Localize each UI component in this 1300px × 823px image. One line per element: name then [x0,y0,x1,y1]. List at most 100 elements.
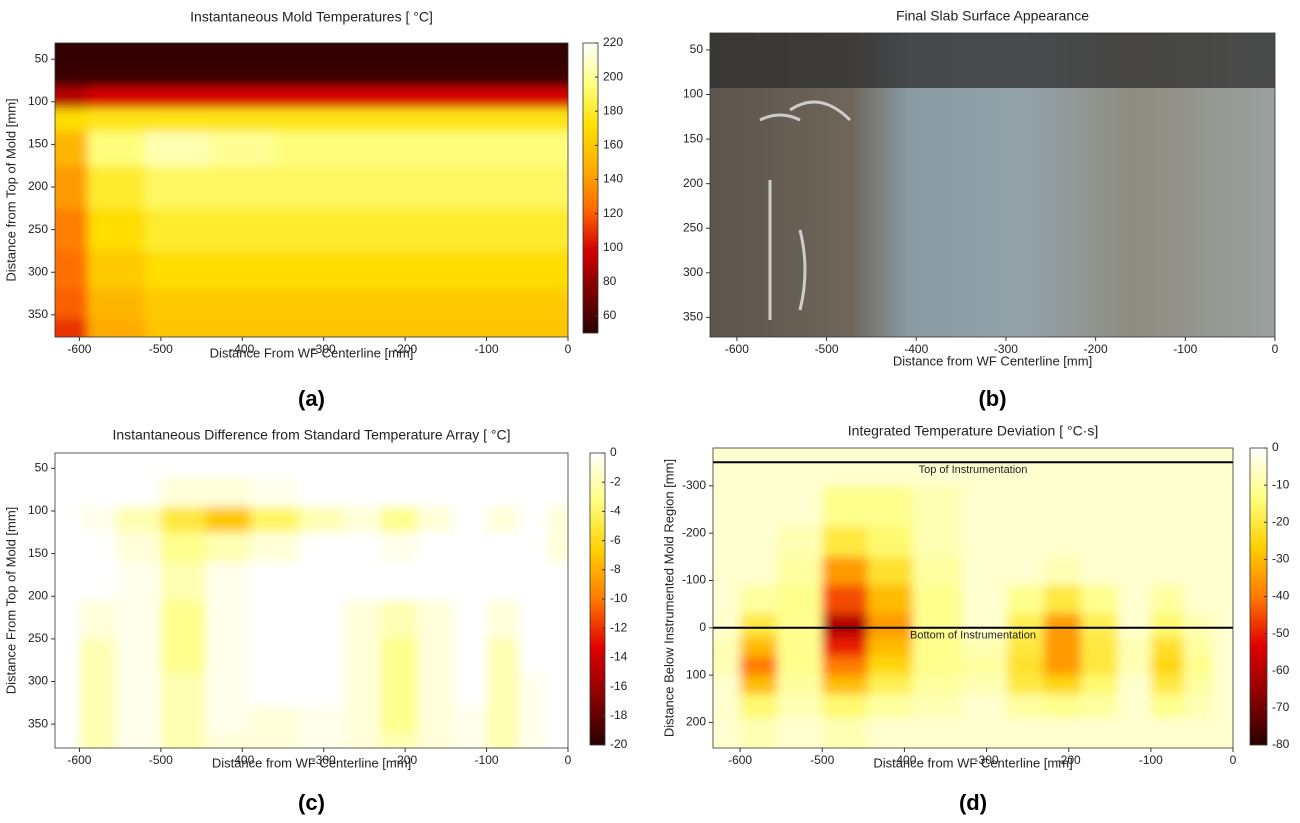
contour-cell [1117,526,1152,558]
contour-cell [1183,637,1213,657]
contour-cell [405,208,471,252]
contour-cell [1212,526,1233,558]
contour-cell [1212,656,1233,676]
contour-cell [1117,675,1152,695]
contour-cell [912,656,963,676]
contour-cell [340,108,406,133]
contour-cell [867,694,914,719]
contour-cell [961,556,1008,586]
contour-cell [205,453,251,478]
contour-cell [417,638,455,674]
x-tick-label: -200 [1084,342,1108,356]
colorbar-tick-label: -20 [610,737,628,751]
contour-cell [1044,656,1082,676]
y-tick-label: 350 [683,310,703,324]
contour-cell [417,506,455,533]
x-tick-label: -300 [312,342,336,356]
contour-cell [160,732,207,748]
contour-cell [1044,485,1082,527]
contour-cell [205,732,251,748]
contour-cell [405,289,471,320]
contour-cell [961,526,1008,558]
contour-cell [344,453,382,478]
contour-cell [1007,448,1045,487]
contour-cell [299,732,345,748]
contour-cell [250,672,300,708]
contour-cell [116,672,162,708]
contour-cell [1081,448,1119,487]
colorbar-tick-label: -20 [1272,514,1290,528]
contour-cell [274,319,341,337]
contour-cell [274,250,341,290]
contour-cell [144,165,211,209]
contour-cell [55,165,89,209]
contour-cell [79,453,117,478]
x-axis-label: Distance from WF Centerline [mm] [893,353,1092,368]
contour-cell [1150,694,1185,719]
contour-cell [777,613,823,638]
contour-cell [79,600,117,640]
contour-cell [547,732,568,748]
contour-cell [87,108,146,133]
y-tick-label: 150 [28,137,48,151]
contour-cell [205,562,251,601]
contour-cell [1007,656,1045,676]
contour-cell [87,208,146,252]
contour-cell [470,131,528,167]
contour-cell [380,600,418,640]
colorbar-tick-label: -10 [610,591,628,605]
contour-cell [822,485,868,527]
contour-cell [1212,556,1233,586]
contour-cell [822,675,868,695]
contour-cell [1183,613,1213,638]
contour-cell [961,717,1008,748]
contour-cell [527,43,568,64]
colorbar-tick-label: -2 [610,474,621,488]
contour-cell [822,637,868,657]
contour-cell [55,319,89,337]
contour-cell [55,453,80,478]
contour-cell [144,108,211,133]
contour-cell [961,675,1008,695]
colorbar-tick-label: -12 [610,620,628,634]
contour-cell [519,638,549,674]
contour-cell [547,707,568,734]
contour-cell [1117,585,1152,615]
y-tick-label: 250 [28,631,48,645]
contour-cell [547,638,568,674]
contour-cell [454,506,488,533]
x-tick-label: -400 [230,753,254,767]
contour-cell [205,532,251,563]
contour-cell [867,637,914,657]
x-tick-label: -500 [149,342,173,356]
contour-cell [55,131,89,167]
contour-cell [527,208,568,252]
contour-cell [486,600,520,640]
contour-cell [1150,485,1185,527]
contour-cell [961,656,1008,676]
contour-cell [87,250,146,290]
contour-cell [79,638,117,674]
contour-cell [55,63,89,88]
contour-cell [713,717,741,748]
contour-cell [160,600,207,640]
colorbar-tick-label: -60 [1272,663,1290,677]
contour-cell [209,208,276,252]
colorbar-tick-label: -10 [1272,477,1290,491]
contour-cell [55,476,80,508]
contour-cell [1183,675,1213,695]
contour-cell [740,613,778,638]
contour-cell [1212,694,1233,719]
contour-cell [417,476,455,508]
contour-cell [250,732,300,748]
contour-cell [519,532,549,563]
contour-cell [205,506,251,533]
contour-cell [912,717,963,748]
contour-cell [1212,448,1233,487]
contour-cell [417,672,455,708]
contour-cell [299,532,345,563]
x-tick-label: -300 [994,342,1018,356]
contour-cell [144,208,211,252]
colorbar-tick-label: 80 [603,274,617,288]
contour-cell [961,613,1008,638]
